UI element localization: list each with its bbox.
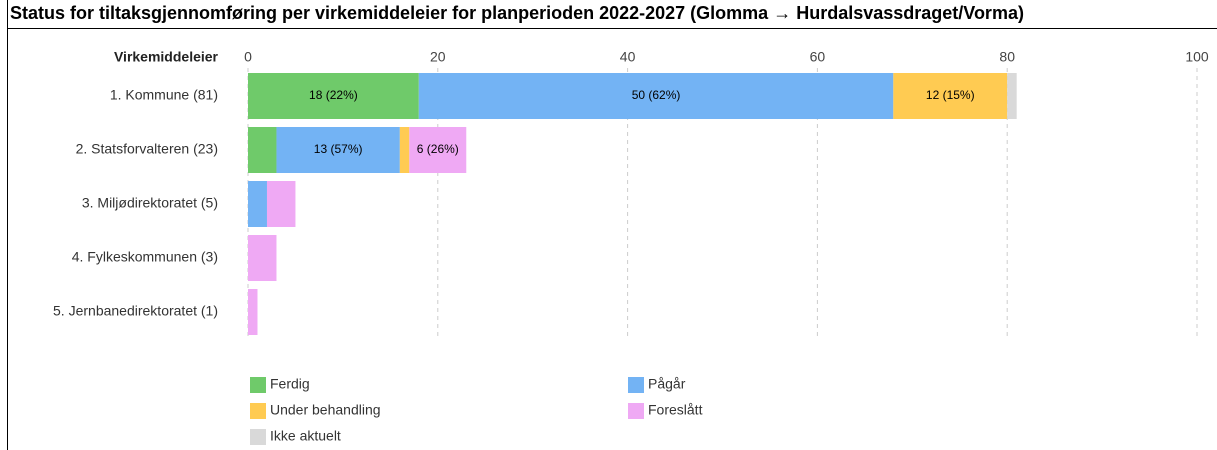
legend-label: Ikke aktuelt bbox=[270, 428, 341, 444]
value-label: 18 (22%) bbox=[309, 88, 358, 102]
bar-segment bbox=[248, 235, 277, 281]
legend-swatch bbox=[250, 377, 266, 393]
chart-title: Status for tiltaksgjennomføring per virk… bbox=[10, 3, 1024, 23]
x-tick-label: 60 bbox=[810, 49, 826, 65]
y-axis-label: Virkemiddeleier bbox=[114, 49, 219, 65]
legend-label: Pågår bbox=[648, 376, 686, 392]
y-tick-label: 5. Jernbanedirektoratet (1) bbox=[53, 303, 218, 319]
x-tick-label: 80 bbox=[999, 49, 1015, 65]
y-tick-label: 1. Kommune (81) bbox=[110, 87, 218, 103]
bar-segment bbox=[248, 127, 277, 173]
value-label: 50 (62%) bbox=[632, 88, 681, 102]
bar-segment bbox=[409, 127, 467, 173]
x-tick-label: 20 bbox=[430, 49, 446, 65]
value-label: 6 (26%) bbox=[417, 142, 459, 156]
x-tick-label: 40 bbox=[620, 49, 636, 65]
legend-swatch bbox=[250, 429, 266, 445]
value-label: 12 (15%) bbox=[926, 88, 975, 102]
legend-swatch bbox=[628, 377, 644, 393]
bar-segment bbox=[276, 127, 400, 173]
bar-segment bbox=[248, 181, 267, 227]
x-tick-label: 100 bbox=[1185, 49, 1209, 65]
value-label: 13 (57%) bbox=[314, 142, 363, 156]
bar-segment bbox=[399, 127, 410, 173]
y-tick-label: 4. Fylkeskommunen (3) bbox=[72, 249, 218, 265]
y-tick-label: 2. Statsforvalteren (23) bbox=[76, 141, 218, 157]
bar-segment bbox=[266, 181, 296, 227]
y-tick-label: 3. Miljødirektoratet (5) bbox=[82, 195, 218, 211]
bar-segment bbox=[248, 73, 419, 119]
bar-segment bbox=[893, 73, 1008, 119]
legend-label: Under behandling bbox=[270, 402, 381, 418]
legend-label: Ferdig bbox=[270, 376, 310, 392]
bar-segment bbox=[1007, 73, 1017, 119]
bar-segment bbox=[418, 73, 894, 119]
bar-segment bbox=[248, 289, 258, 335]
x-tick-label: 0 bbox=[244, 49, 252, 65]
legend-swatch bbox=[250, 403, 266, 419]
legend-swatch bbox=[628, 403, 644, 419]
legend-label: Foreslått bbox=[648, 402, 703, 418]
